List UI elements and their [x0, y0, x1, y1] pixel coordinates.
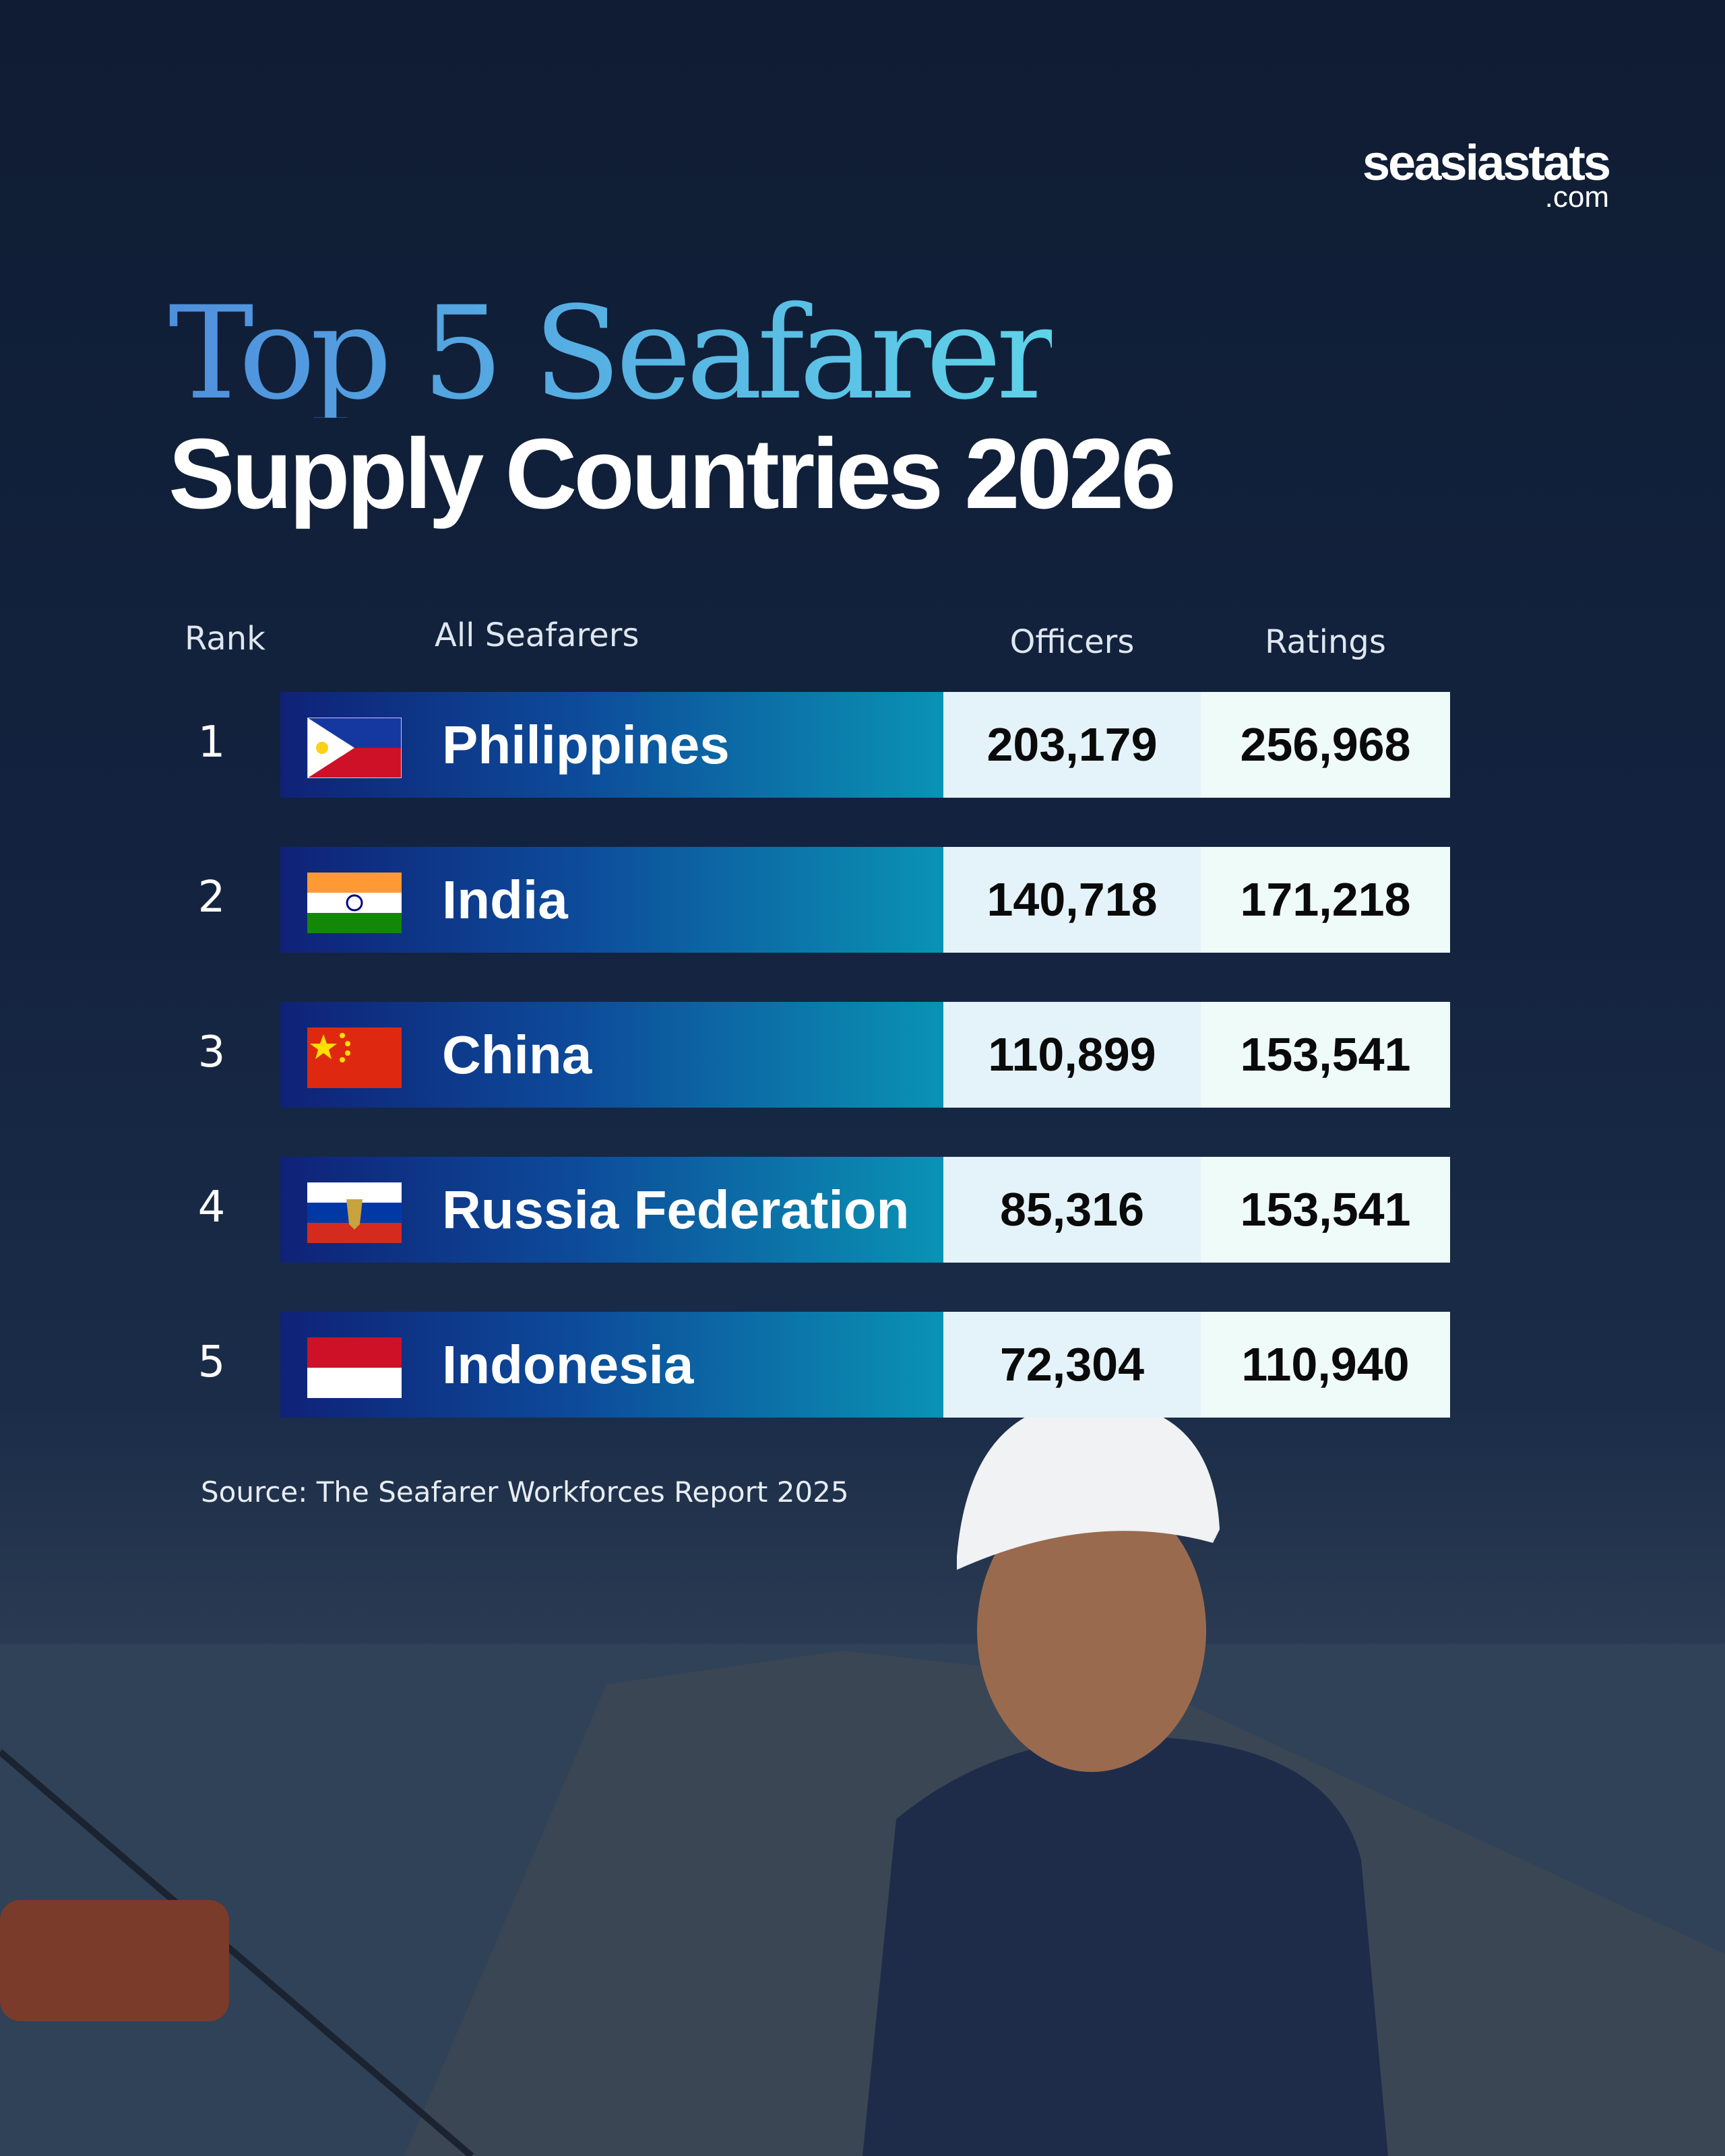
flag: [307, 718, 402, 778]
country: Russia Federation: [442, 1180, 910, 1240]
brand-suffix: .com: [1544, 181, 1609, 214]
country: Indonesia: [442, 1335, 694, 1395]
header-ratings: Ratings: [1265, 623, 1386, 661]
rank: 1: [197, 718, 226, 767]
ratings: 256,968: [1201, 692, 1450, 798]
brand-name: seasiastats: [1362, 135, 1611, 191]
ratings: 171,218: [1201, 847, 1450, 953]
officers: 203,179: [943, 692, 1201, 798]
table-row: Indonesia 72,304 110,940: [280, 1312, 1450, 1418]
ratings: 110,940: [1201, 1312, 1450, 1418]
table-row: India 140,718 171,218: [280, 847, 1450, 953]
country: China: [442, 1025, 592, 1085]
helmet: [957, 1401, 1220, 1570]
officers: 110,899: [943, 1002, 1201, 1108]
rank: 2: [197, 873, 226, 922]
header-rank: Rank: [185, 620, 265, 658]
country: India: [442, 870, 568, 930]
brand: seasiastats .com: [1362, 135, 1611, 214]
table-row: Philippines 203,179 256,968: [280, 692, 1450, 798]
country-cell: China: [280, 1002, 943, 1108]
ratings: 153,541: [1201, 1157, 1450, 1263]
country: Philippines: [442, 715, 730, 775]
flag: [307, 1337, 402, 1398]
country-cell: Russia Federation: [280, 1157, 943, 1263]
country-cell: India: [280, 847, 943, 953]
ratings: 153,541: [1201, 1002, 1450, 1108]
title-line1: Top 5 Seafarer: [168, 279, 1057, 428]
lifeboat: [0, 1900, 229, 2021]
header-all: All Seafarers: [435, 616, 639, 654]
officers: 85,316: [943, 1157, 1201, 1263]
rank: 3: [197, 1027, 226, 1077]
rank: 4: [197, 1182, 226, 1232]
rope: [0, 1749, 474, 2156]
country-cell: Philippines: [280, 692, 943, 798]
officers: 140,718: [943, 847, 1201, 953]
worker-body: [862, 1736, 1388, 2156]
flag: [307, 873, 402, 933]
flag: [307, 1182, 402, 1243]
title-line2: Supply Countries 2026: [168, 418, 1177, 530]
country-cell: Indonesia: [280, 1312, 943, 1418]
officers: 72,304: [943, 1312, 1201, 1418]
rank: 5: [197, 1337, 226, 1387]
source: Source: The Seafarer Workforces Report 2…: [201, 1476, 849, 1509]
flag: [307, 1027, 402, 1088]
worker-face: [977, 1489, 1206, 1772]
table-row: Russia Federation 85,316 153,541: [280, 1157, 1450, 1263]
table-row: China 110,899 153,541: [280, 1002, 1450, 1108]
header-officers: Officers: [1009, 623, 1135, 661]
